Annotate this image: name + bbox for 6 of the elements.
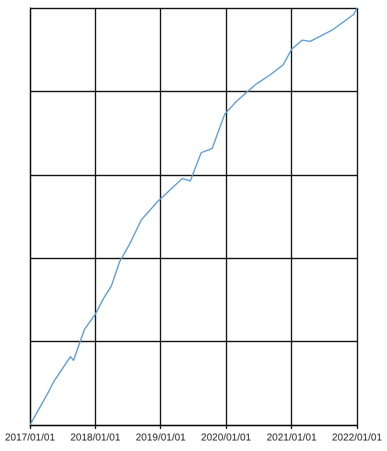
x-tick-label: 2019/01/01 (136, 432, 186, 444)
x-tick-label: 2018/01/01 (70, 432, 121, 444)
x-tick-label: 2021/01/01 (266, 432, 318, 444)
x-tick-label: 2017/01/01 (4, 432, 56, 444)
x-tick-label: 2020/01/01 (201, 432, 252, 444)
x-tick-label: 2022/01/01 (332, 432, 382, 444)
